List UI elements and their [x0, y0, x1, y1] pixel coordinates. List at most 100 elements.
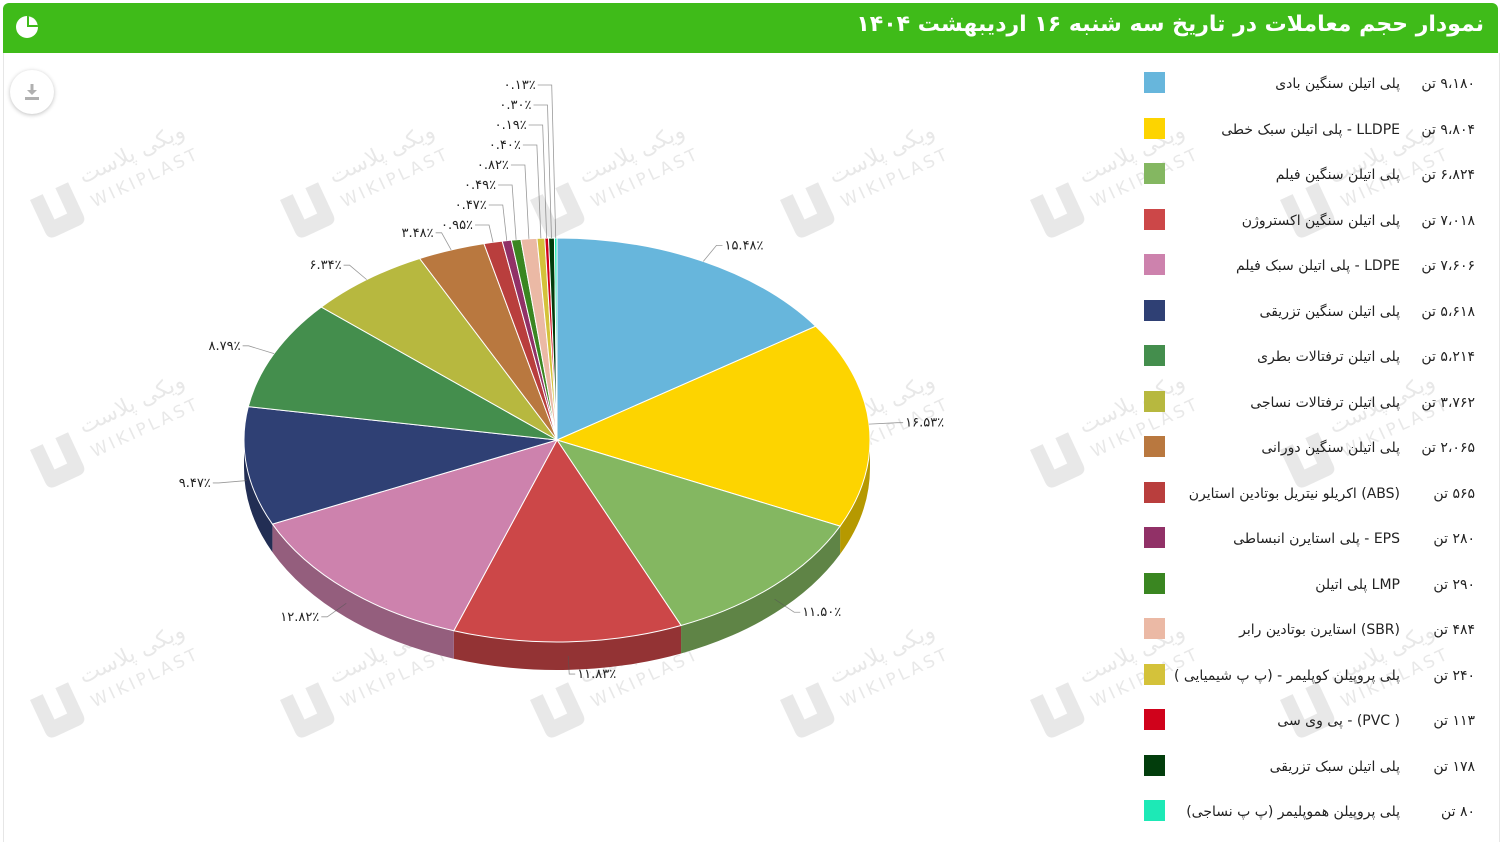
legend-item[interactable]: پلی اتیلن سنگین اکستروژن ۷،۰۱۸ تن: [1140, 205, 1485, 251]
pie-slice-side: [244, 440, 273, 553]
legend-label: پلی اتیلن سنگین تزریقی: [1259, 303, 1400, 320]
legend-item[interactable]: LMP پلی اتیلن ۲۹۰ تن: [1140, 569, 1485, 615]
slice-percent-label: ۰.۴۹٪: [464, 178, 496, 193]
slice-percent-label: ۹.۴۷٪: [179, 476, 211, 491]
label-leader-line: [475, 224, 494, 243]
legend-item[interactable]: پلی اتیلن ترفتالات نساجی ۳،۷۶۲ تن: [1140, 387, 1485, 433]
legend-item[interactable]: (SBR) استایرن بوتادین رابر ۴۸۴ تن: [1140, 614, 1485, 660]
slice-percent-label: ۰.۱۹٪: [495, 118, 527, 133]
legend-value: ۹،۸۰۴ تن: [1421, 121, 1475, 138]
legend-value: ۸۰ تن: [1440, 804, 1475, 820]
legend-item[interactable]: EPS - پلی استایرن انبساطی ۲۸۰ تن: [1140, 523, 1485, 569]
legend-value: ۵،۲۱۴ تن: [1421, 349, 1475, 365]
pie-slice[interactable]: [271, 439, 559, 632]
pie-slice[interactable]: [556, 237, 817, 441]
legend-value: ۹،۱۸۰ تن: [1421, 76, 1475, 92]
legend-swatch: [1144, 254, 1165, 275]
legend-swatch: [1144, 163, 1165, 184]
slice-percent-label: ۰.۹۵٪: [441, 218, 473, 233]
legend-item[interactable]: پلی پروپیلن کوپلیمر - (پ پ شیمیایی ) ۲۴۰ …: [1140, 660, 1485, 706]
label-leader-line: [567, 655, 576, 675]
label-leader-line: [498, 184, 517, 240]
pie-slice-side: [272, 524, 454, 659]
pie-labels: ۱۵.۴۸٪ ۱۶.۵۳٪ ۱۱.۵۰٪ ۱۱.۸۳٪ ۱۲.۸۲٪ ۹.۴۷٪ ۸.۷۹٪…: [179, 78, 944, 682]
legend-label: EPS - پلی استایرن انبساطی: [1233, 531, 1400, 547]
legend-swatch: [1144, 117, 1165, 139]
legend-label: LDPE - پلی اتیلن سبک فیلم: [1235, 258, 1400, 274]
slice-percent-label: ۰.۸۲٪: [477, 158, 509, 173]
slice-percent-label: ۱۱.۸۳٪: [577, 667, 616, 682]
legend-item[interactable]: پلی اتیلن سنگین تزریقی ۵،۶۱۸ تن: [1140, 296, 1485, 342]
slice-percent-label: ۳.۴۸٪: [402, 226, 434, 241]
slice-percent-label: ۰.۴۷٪: [455, 198, 487, 213]
legend-value: ۶،۸۲۴ تن: [1421, 167, 1475, 183]
pie-slice[interactable]: [553, 237, 558, 441]
legend-swatch: [1144, 709, 1165, 730]
legend-item[interactable]: ( PVC) - پی وی سی ۱۱۳ تن: [1140, 705, 1485, 751]
pie-slice-side: [453, 625, 682, 670]
legend-item[interactable]: (ABS) اکریلو نیتریل بوتادین استایرن ۵۶۵ ت…: [1140, 478, 1485, 524]
slice-percent-label: ۶.۳۴٪: [310, 258, 342, 273]
legend-value: ۴۸۴ تن: [1433, 622, 1475, 638]
legend-swatch: [1144, 390, 1165, 412]
label-leader-line: [869, 422, 904, 425]
chart-panel: [3, 53, 1500, 842]
label-leader-line: [522, 144, 542, 239]
legend-value: ۵،۶۱۸ تن: [1421, 303, 1475, 320]
legend-item[interactable]: پلی اتیلن سنگین بادی ۹،۱۸۰ تن: [1140, 68, 1485, 114]
legend-swatch: [1144, 299, 1165, 321]
slice-percent-label: ۱۵.۴۸٪: [724, 238, 763, 253]
label-leader-line: [533, 104, 552, 239]
legend-swatch: [1144, 345, 1165, 366]
label-leader-line: [488, 204, 508, 241]
label-leader-line: [774, 598, 801, 613]
legend-value: ۷،۰۱۸ تن: [1421, 212, 1475, 229]
legend-value: ۳،۷۶۲ تن: [1421, 394, 1475, 411]
legend-item[interactable]: LLDPE - پلی اتیلن سبک خطی ۹،۸۰۴ تن: [1140, 114, 1485, 160]
legend-item[interactable]: LDPE - پلی اتیلن سبک فیلم ۷،۶۰۶ تن: [1140, 250, 1485, 296]
legend-value: ۱۱۳ تن: [1433, 713, 1475, 729]
legend-item[interactable]: پلی اتیلن ترفتالات بطری ۵،۲۱۴ تن: [1140, 341, 1485, 387]
slice-percent-label: ۱۱.۵۰٪: [802, 605, 841, 620]
legend-item[interactable]: پلی اتیلن سبک تزریقی ۱۷۸ تن: [1140, 751, 1485, 797]
legend-item[interactable]: پلی پروپیلن هموپلیمر (پ پ نساجی) ۸۰ تن: [1140, 796, 1485, 842]
label-leader-line: [435, 232, 452, 251]
legend-label: پلی اتیلن سنگین فیلم: [1275, 167, 1400, 183]
pie-slice[interactable]: [453, 439, 682, 643]
pie-slice[interactable]: [247, 306, 558, 441]
legend-swatch: [1144, 754, 1165, 776]
label-leader-line: [212, 480, 247, 484]
legend-label: (ABS) اکریلو نیتریل بوتادین استایرن: [1188, 485, 1400, 502]
legend-label: LMP پلی اتیلن: [1315, 576, 1400, 593]
legend-swatch: [1144, 527, 1165, 548]
legend-swatch: [1144, 663, 1165, 685]
download-icon: [25, 84, 39, 100]
label-leader-line: [343, 264, 367, 280]
legend-label: (SBR) استایرن بوتادین رابر: [1239, 622, 1400, 638]
pie-slice[interactable]: [320, 257, 558, 441]
legend-item[interactable]: پلی اتیلن سنگین دورانی ۲،۰۶۵ تن: [1140, 432, 1485, 478]
pie-slices: [243, 237, 871, 643]
legend-label: پلی پروپیلن هموپلیمر (پ پ نساجی): [1186, 804, 1400, 820]
pie-slice-side: [681, 526, 841, 654]
legend-label: پلی اتیلن سنگین بادی: [1275, 76, 1400, 92]
label-leader-line: [702, 244, 723, 262]
pie-slice[interactable]: [243, 406, 558, 525]
pie-side-walls: [244, 440, 870, 670]
legend-swatch: [1144, 618, 1165, 639]
legend-label: LLDPE - پلی اتیلن سبک خطی: [1221, 121, 1400, 138]
pie-slice[interactable]: [555, 439, 841, 627]
legend-swatch: [1144, 800, 1165, 821]
legend-value: ۵۶۵ تن: [1433, 485, 1475, 502]
slice-percent-label: ۸.۷۹٪: [209, 339, 241, 354]
legend-label: پلی اتیلن سبک تزریقی: [1269, 758, 1400, 775]
legend-label: پلی پروپیلن کوپلیمر - (پ پ شیمیایی ): [1173, 667, 1400, 684]
label-leader-line: [242, 345, 275, 354]
legend-swatch: [1144, 481, 1165, 503]
pie-slice[interactable]: [555, 325, 871, 527]
slice-percent-label: ۱۶.۵۳٪: [905, 416, 944, 431]
legend-item[interactable]: پلی اتیلن سنگین فیلم ۶،۸۲۴ تن: [1140, 159, 1485, 205]
chart-title: نمودار حجم معاملات در تاریخ سه شنبه ۱۶ ا…: [856, 12, 1484, 37]
download-button[interactable]: [10, 70, 54, 114]
chart-header: نمودار حجم معاملات در تاریخ سه شنبه ۱۶ ا…: [3, 3, 1498, 53]
